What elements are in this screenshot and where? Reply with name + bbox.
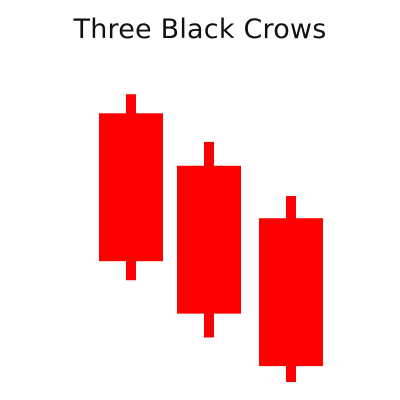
candles-group bbox=[99, 94, 323, 382]
candle-second bbox=[177, 141, 241, 338]
candle-first bbox=[99, 94, 163, 281]
candle-third bbox=[259, 195, 323, 382]
candle-first-body bbox=[99, 113, 163, 262]
page-title: Three Black Crows bbox=[73, 14, 327, 45]
candle-third-body bbox=[259, 218, 323, 367]
candle-second-body bbox=[177, 165, 241, 314]
